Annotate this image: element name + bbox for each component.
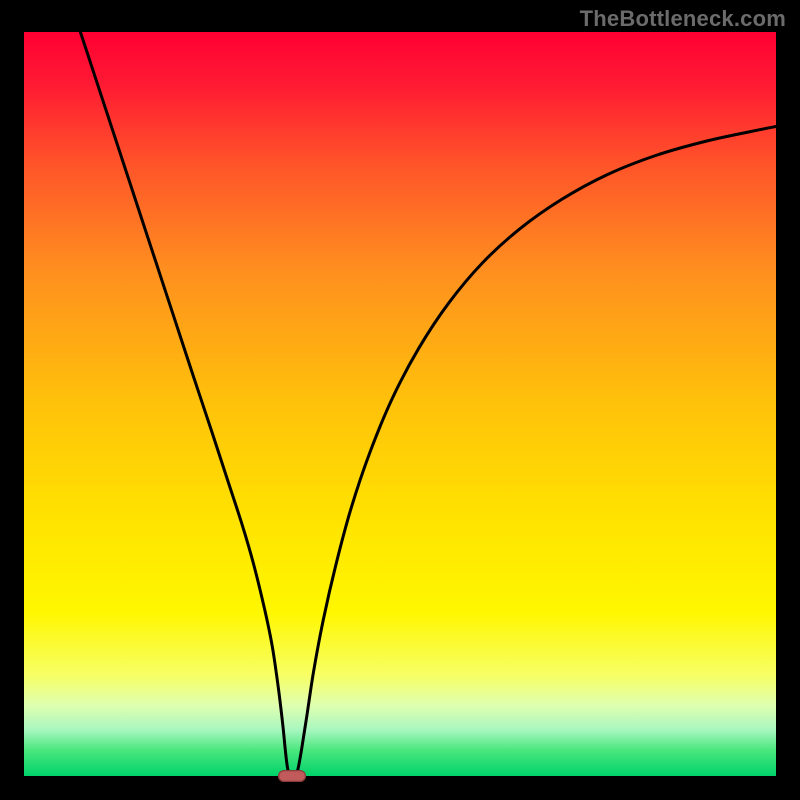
frame-bottom	[0, 776, 800, 800]
minimum-marker	[278, 770, 306, 782]
frame-right	[776, 0, 800, 800]
watermark-text: TheBottleneck.com	[580, 6, 786, 32]
chart-container: TheBottleneck.com	[0, 0, 800, 800]
plot-area	[24, 32, 776, 776]
frame-left	[0, 0, 24, 800]
